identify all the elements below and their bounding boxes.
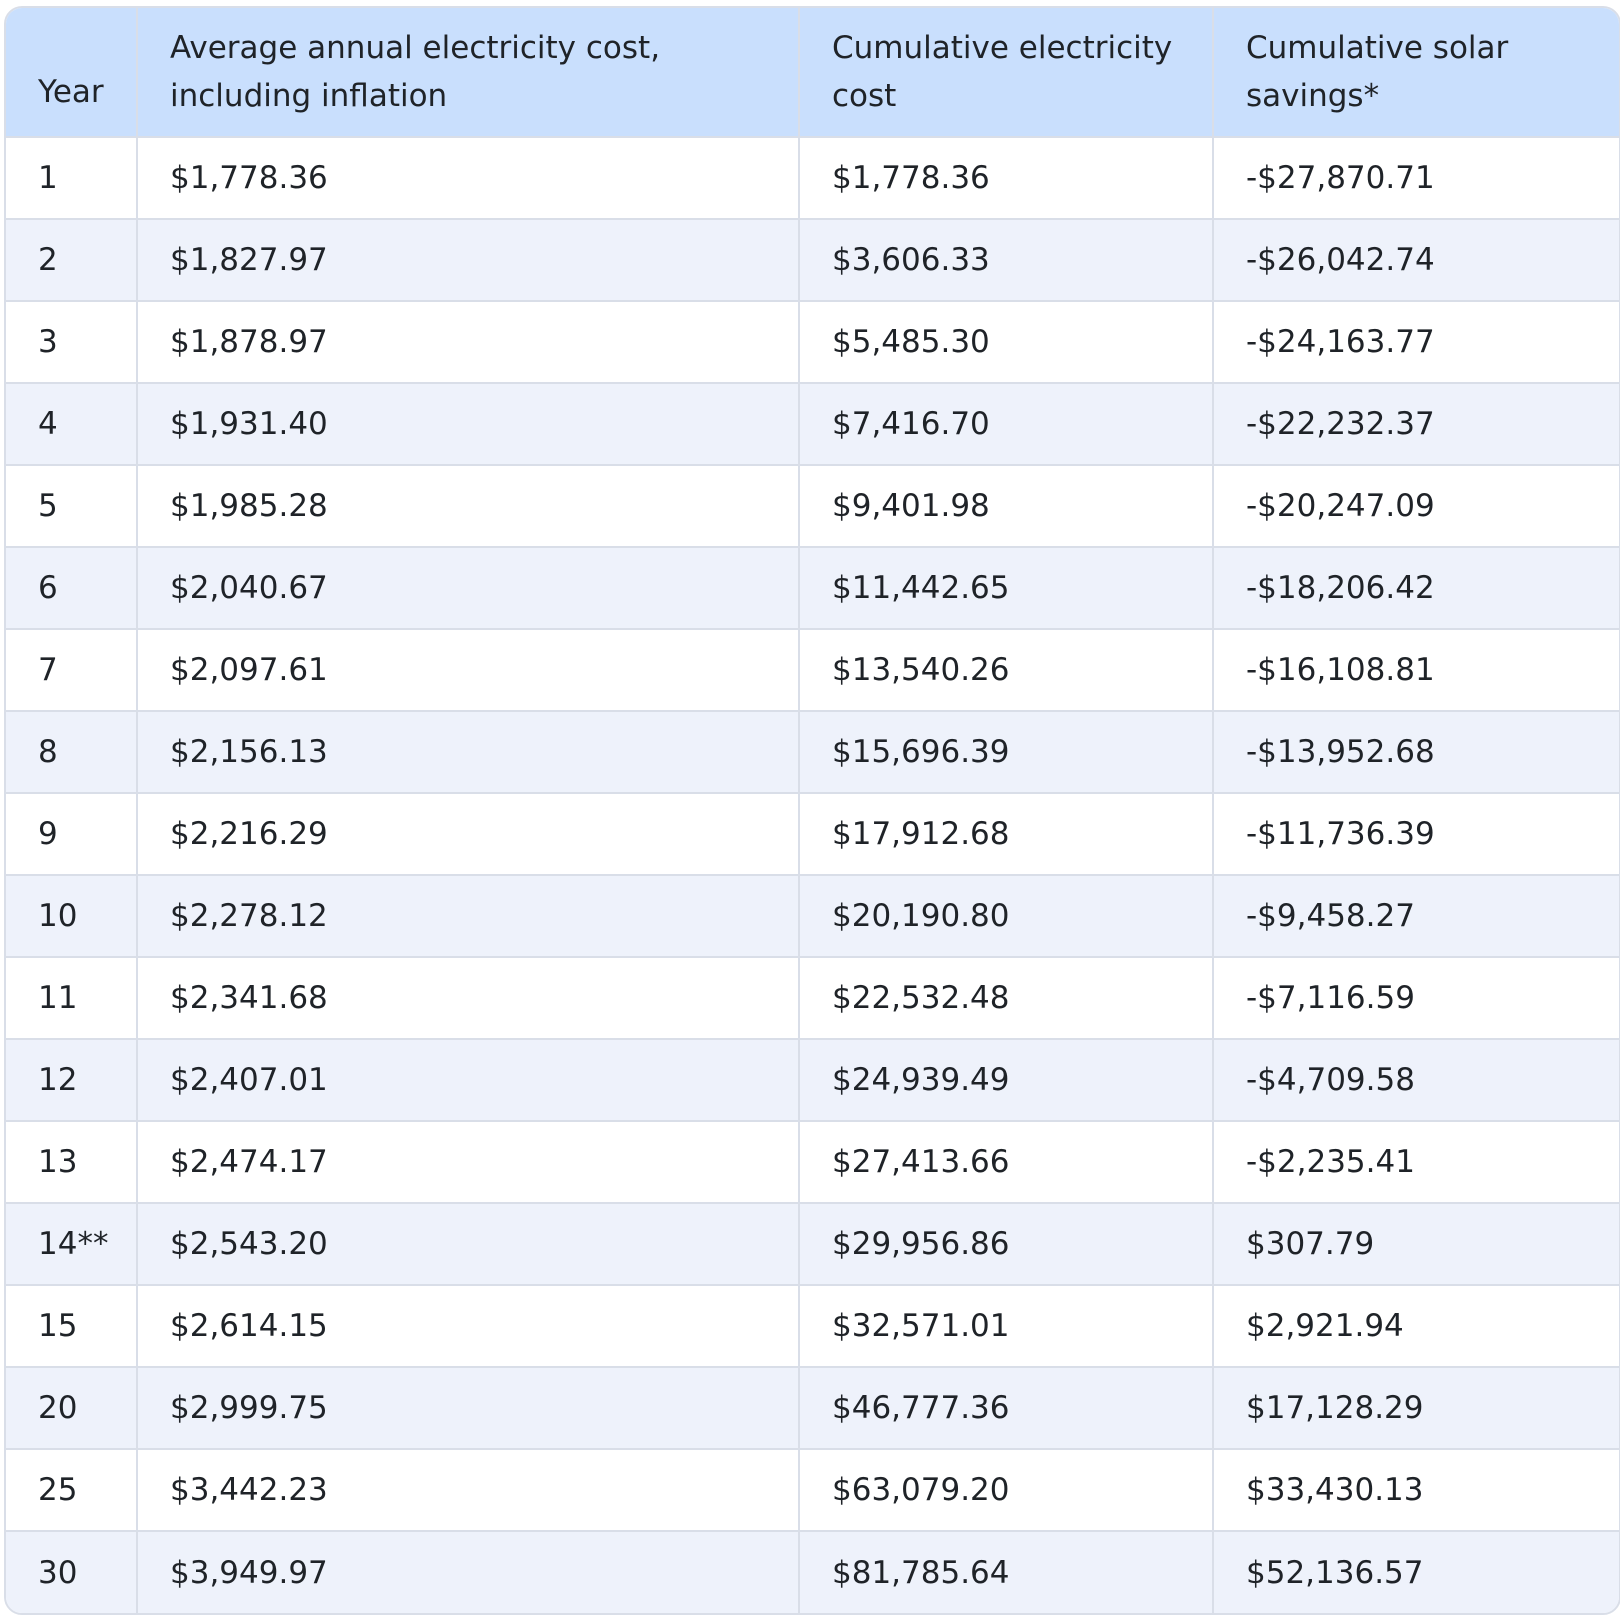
table-body: 1 $1,778.36 $1,778.36 -$27,870.71 2 $1,827.97…	[6, 137, 1619, 1613]
cell-year: 25	[6, 1449, 138, 1532]
cell-cumulative-cost: $29,956.86	[799, 1203, 1214, 1286]
cell-cumulative-cost: $3,606.33	[799, 219, 1214, 302]
cell-cumulative-cost: $63,079.20	[799, 1449, 1214, 1532]
cell-year: 12	[6, 1039, 138, 1122]
table-row: 14** $2,543.20 $29,956.86 $307.79	[6, 1203, 1619, 1286]
table-row: 1 $1,778.36 $1,778.36 -$27,870.71	[6, 137, 1619, 220]
cell-year: 2	[6, 219, 138, 302]
cell-year: 5	[6, 465, 138, 548]
cell-annual-cost: $2,407.01	[137, 1039, 800, 1122]
cell-cumulative-savings: -$16,108.81	[1213, 629, 1619, 712]
table-row: 5 $1,985.28 $9,401.98 -$20,247.09	[6, 465, 1619, 548]
cell-annual-cost: $1,985.28	[137, 465, 800, 548]
cell-year: 30	[6, 1531, 138, 1613]
cell-cumulative-savings: $33,430.13	[1213, 1449, 1619, 1532]
cell-annual-cost: $2,097.61	[137, 629, 800, 712]
cell-cumulative-savings: $17,128.29	[1213, 1367, 1619, 1450]
cell-year: 1	[6, 137, 138, 220]
cell-cumulative-cost: $13,540.26	[799, 629, 1214, 712]
table-row: 8 $2,156.13 $15,696.39 -$13,952.68	[6, 711, 1619, 794]
table-header: Year Average annual electricity cost, in…	[6, 8, 1619, 138]
cell-year: 9	[6, 793, 138, 876]
cell-cumulative-savings: -$22,232.37	[1213, 383, 1619, 466]
header-cumulative-cost: Cumulative electricity cost	[799, 8, 1214, 138]
cell-cumulative-savings: -$4,709.58	[1213, 1039, 1619, 1122]
header-annual-cost: Average annual electricity cost, includi…	[137, 8, 800, 138]
cell-annual-cost: $3,949.97	[137, 1531, 800, 1613]
table-row: 4 $1,931.40 $7,416.70 -$22,232.37	[6, 383, 1619, 466]
cell-annual-cost: $1,878.97	[137, 301, 800, 384]
header-row: Year Average annual electricity cost, in…	[6, 8, 1619, 138]
cell-cumulative-cost: $7,416.70	[799, 383, 1214, 466]
cell-year: 3	[6, 301, 138, 384]
cell-cumulative-savings: -$7,116.59	[1213, 957, 1619, 1040]
cell-annual-cost: $3,442.23	[137, 1449, 800, 1532]
cell-cumulative-savings: -$24,163.77	[1213, 301, 1619, 384]
cell-cumulative-cost: $32,571.01	[799, 1285, 1214, 1368]
cell-annual-cost: $2,341.68	[137, 957, 800, 1040]
table-row: 9 $2,216.29 $17,912.68 -$11,736.39	[6, 793, 1619, 876]
cell-cumulative-cost: $22,532.48	[799, 957, 1214, 1040]
cell-year: 14**	[6, 1203, 138, 1286]
solar-savings-table: Year Average annual electricity cost, in…	[6, 8, 1619, 1613]
cell-annual-cost: $2,040.67	[137, 547, 800, 630]
table-row: 11 $2,341.68 $22,532.48 -$7,116.59	[6, 957, 1619, 1040]
cell-cumulative-cost: $24,939.49	[799, 1039, 1214, 1122]
cell-year: 10	[6, 875, 138, 958]
cell-cumulative-cost: $46,777.36	[799, 1367, 1214, 1450]
cell-year: 7	[6, 629, 138, 712]
cell-annual-cost: $2,614.15	[137, 1285, 800, 1368]
table-row: 20 $2,999.75 $46,777.36 $17,128.29	[6, 1367, 1619, 1450]
cell-year: 8	[6, 711, 138, 794]
cell-cumulative-cost: $9,401.98	[799, 465, 1214, 548]
cell-year: 13	[6, 1121, 138, 1204]
cell-cumulative-savings: -$20,247.09	[1213, 465, 1619, 548]
cell-cumulative-savings: -$9,458.27	[1213, 875, 1619, 958]
cell-year: 20	[6, 1367, 138, 1450]
cell-cumulative-savings: -$26,042.74	[1213, 219, 1619, 302]
cell-cumulative-cost: $5,485.30	[799, 301, 1214, 384]
cell-cumulative-savings: -$2,235.41	[1213, 1121, 1619, 1204]
cell-cumulative-cost: $1,778.36	[799, 137, 1214, 220]
cell-cumulative-savings: $2,921.94	[1213, 1285, 1619, 1368]
table-row: 12 $2,407.01 $24,939.49 -$4,709.58	[6, 1039, 1619, 1122]
cell-cumulative-savings: -$11,736.39	[1213, 793, 1619, 876]
cell-cumulative-cost: $27,413.66	[799, 1121, 1214, 1204]
cell-cumulative-savings: $52,136.57	[1213, 1531, 1619, 1613]
cell-cumulative-savings: -$18,206.42	[1213, 547, 1619, 630]
cell-annual-cost: $2,543.20	[137, 1203, 800, 1286]
cell-year: 4	[6, 383, 138, 466]
table-row: 7 $2,097.61 $13,540.26 -$16,108.81	[6, 629, 1619, 712]
table-row: 3 $1,878.97 $5,485.30 -$24,163.77	[6, 301, 1619, 384]
cell-cumulative-cost: $11,442.65	[799, 547, 1214, 630]
table-row: 30 $3,949.97 $81,785.64 $52,136.57	[6, 1531, 1619, 1613]
table-row: 2 $1,827.97 $3,606.33 -$26,042.74	[6, 219, 1619, 302]
table-row: 10 $2,278.12 $20,190.80 -$9,458.27	[6, 875, 1619, 958]
cell-cumulative-cost: $15,696.39	[799, 711, 1214, 794]
cell-annual-cost: $1,778.36	[137, 137, 800, 220]
cell-cumulative-savings: -$13,952.68	[1213, 711, 1619, 794]
cell-annual-cost: $2,216.29	[137, 793, 800, 876]
table-row: 25 $3,442.23 $63,079.20 $33,430.13	[6, 1449, 1619, 1532]
cell-cumulative-cost: $81,785.64	[799, 1531, 1214, 1613]
header-year: Year	[6, 8, 138, 138]
table-row: 6 $2,040.67 $11,442.65 -$18,206.42	[6, 547, 1619, 630]
solar-savings-table-container: Year Average annual electricity cost, in…	[4, 6, 1620, 1615]
table-row: 13 $2,474.17 $27,413.66 -$2,235.41	[6, 1121, 1619, 1204]
cell-year: 6	[6, 547, 138, 630]
cell-annual-cost: $2,278.12	[137, 875, 800, 958]
cell-annual-cost: $2,156.13	[137, 711, 800, 794]
cell-year: 15	[6, 1285, 138, 1368]
header-cumulative-savings: Cumulative solar savings*	[1213, 8, 1619, 138]
cell-year: 11	[6, 957, 138, 1040]
cell-annual-cost: $1,931.40	[137, 383, 800, 466]
cell-annual-cost: $2,474.17	[137, 1121, 800, 1204]
cell-cumulative-cost: $17,912.68	[799, 793, 1214, 876]
cell-annual-cost: $2,999.75	[137, 1367, 800, 1450]
cell-cumulative-savings: -$27,870.71	[1213, 137, 1619, 220]
cell-cumulative-savings: $307.79	[1213, 1203, 1619, 1286]
cell-annual-cost: $1,827.97	[137, 219, 800, 302]
cell-cumulative-cost: $20,190.80	[799, 875, 1214, 958]
table-row: 15 $2,614.15 $32,571.01 $2,921.94	[6, 1285, 1619, 1368]
